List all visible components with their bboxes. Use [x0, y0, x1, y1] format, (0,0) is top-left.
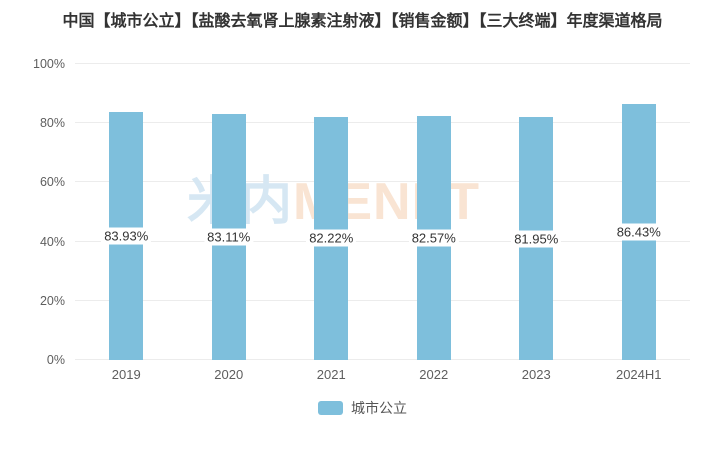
bar-value-label-2023: 81.95%	[511, 230, 562, 248]
gridline-80%	[75, 122, 690, 124]
bar-slot-2021: 82.22%	[280, 64, 383, 360]
gridline-20%	[75, 299, 690, 301]
chart-title: 中国【城市公立】【盐酸去氧肾上腺素注射液】【销售金额】【三大终端】年度渠道格局	[62, 13, 663, 30]
bar-value-label-2021: 82.22%	[306, 229, 357, 247]
y-tick-label-60%: 60%	[39, 175, 65, 190]
gridline-40%	[75, 240, 690, 242]
y-tick-label-80%: 80%	[39, 116, 65, 131]
gridline-60%	[75, 181, 690, 183]
bar-slot-2022: 82.57%	[383, 64, 486, 360]
bar-value-label-2020: 83.11%	[204, 228, 254, 246]
x-tick-label-2019: 2019	[111, 367, 141, 382]
gridline-0%	[75, 359, 690, 360]
x-tick-label-2020: 2020	[214, 367, 244, 382]
x-tick-label-2023: 2023	[521, 367, 551, 382]
bar-slot-2020: 83.11%	[178, 64, 281, 360]
chart-page: 中国【城市公立】【盐酸去氧肾上腺素注射液】【销售金额】【三大终端】年度渠道格局 …	[0, 10, 725, 460]
x-axis-labels: 2019 2020 2021 2022 2023 2024H1	[75, 367, 690, 382]
legend-label: 城市公立	[351, 400, 407, 416]
bar-value-label-2022: 82.57%	[408, 229, 459, 247]
gridline-100%	[75, 63, 690, 64]
y-tick-label-40%: 40%	[39, 234, 65, 249]
bar-slot-2019: 83.93%	[75, 64, 178, 360]
bar-slot-2023: 81.95%	[485, 64, 588, 360]
x-tick-label-2021: 2021	[316, 367, 346, 382]
x-tick-label-2022: 2022	[419, 367, 449, 382]
y-tick-label-100%: 100%	[33, 57, 65, 71]
legend-item-城市公立[interactable]: 城市公立	[0, 398, 725, 418]
y-tick-label-20%: 20%	[39, 293, 65, 308]
y-tick-label-0%: 0%	[46, 353, 65, 367]
bar-value-label-2019: 83.93%	[101, 227, 152, 245]
bar-series: 83.93% 83.11% 82.22% 82.57% 81.95% 86.43%	[75, 64, 690, 360]
bar-value-label-2024H1: 86.43%	[613, 223, 664, 241]
bar-slot-2024H1: 86.43%	[588, 64, 691, 360]
plot-area: 0%20%40%60%80%100% 米内MENET 83.93%83.11%8…	[33, 57, 690, 367]
x-tick-label-2024H1: 2024H1	[615, 367, 662, 382]
legend-marker-icon	[318, 401, 343, 415]
